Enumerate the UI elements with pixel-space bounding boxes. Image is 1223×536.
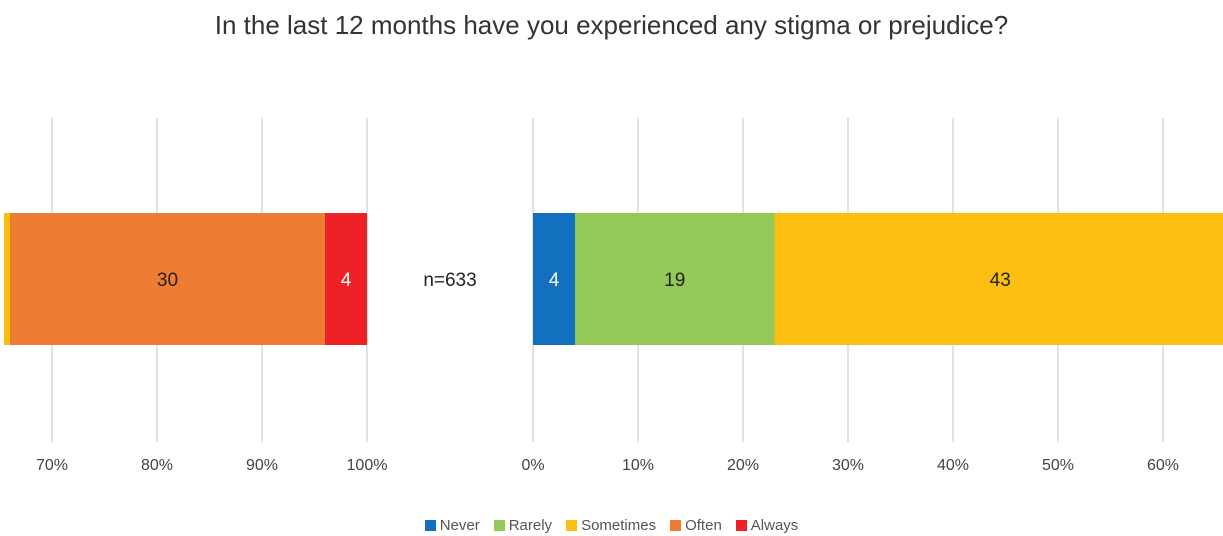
chart-title: In the last 12 months have you experienc… [214, 10, 1009, 40]
data-label: 4 [341, 270, 352, 291]
legend-item: Never [424, 516, 480, 534]
legend-item: Rarely [493, 516, 553, 534]
legend-swatch [670, 519, 682, 531]
legend-item: Sometimes [566, 517, 656, 534]
legend-swatch [566, 519, 578, 531]
tick-label: 30% [832, 457, 864, 474]
tick-label: 80% [141, 457, 173, 474]
sample-size-label: n=633 [423, 270, 476, 291]
data-label: 43 [990, 270, 1011, 291]
bar-sometimes-continued [4, 213, 10, 345]
bar-sometimes [774, 213, 1223, 345]
tick-label: 70% [36, 457, 68, 474]
legend-label: Never [439, 516, 480, 534]
tick-label: 20% [727, 457, 759, 474]
legend: Never Rarely Sometimes Often Always [0, 514, 1223, 536]
legend-label: Always [750, 516, 799, 534]
tick-label: 10% [622, 457, 654, 474]
tick-label: 50% [1042, 457, 1074, 474]
legend-item: Always [735, 516, 799, 534]
data-label: 19 [664, 270, 685, 291]
bar-never [533, 213, 575, 345]
bar-rarely [575, 213, 775, 345]
tick-label: 90% [246, 457, 278, 474]
tick-label: 100% [347, 457, 388, 474]
data-label: 4 [549, 270, 560, 291]
legend-swatch [735, 519, 747, 531]
legend-swatch [493, 519, 505, 531]
bar-often [10, 213, 325, 345]
tick-label: 60% [1147, 457, 1179, 474]
legend-item: Often [670, 517, 722, 534]
legend-label: Often [685, 516, 722, 534]
data-label: 30 [157, 270, 178, 291]
legend-swatch [424, 519, 436, 531]
tick-label: 0% [521, 457, 544, 474]
legend-label: Rarely [508, 516, 553, 534]
bar-always [325, 213, 367, 345]
legend-label: Sometimes [581, 516, 657, 534]
tick-label: 40% [937, 457, 969, 474]
